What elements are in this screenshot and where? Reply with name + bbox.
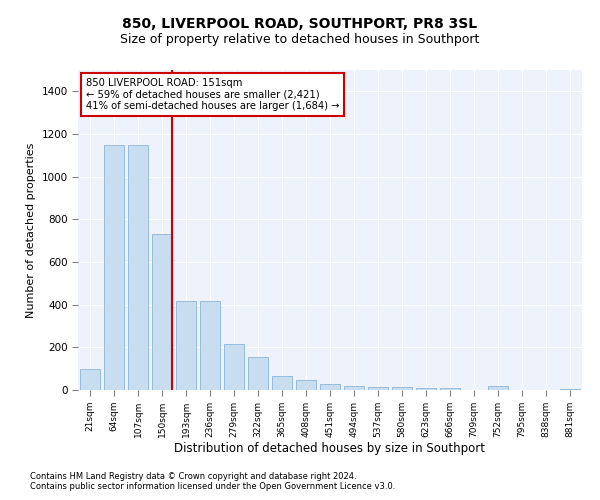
Bar [320, 384, 340, 390]
Bar [152, 234, 172, 390]
X-axis label: Distribution of detached houses by size in Southport: Distribution of detached houses by size … [175, 442, 485, 456]
Bar [104, 144, 124, 390]
Bar [560, 389, 580, 390]
Bar [248, 357, 268, 390]
Y-axis label: Number of detached properties: Number of detached properties [26, 142, 36, 318]
Text: Contains public sector information licensed under the Open Government Licence v3: Contains public sector information licen… [30, 482, 395, 491]
Bar [416, 388, 436, 390]
Bar [488, 386, 508, 390]
Text: Size of property relative to detached houses in Southport: Size of property relative to detached ho… [121, 32, 479, 46]
Text: 850 LIVERPOOL ROAD: 151sqm
← 59% of detached houses are smaller (2,421)
41% of s: 850 LIVERPOOL ROAD: 151sqm ← 59% of deta… [86, 78, 339, 111]
Bar [272, 376, 292, 390]
Bar [440, 388, 460, 390]
Bar [200, 302, 220, 390]
Bar [128, 144, 148, 390]
Bar [344, 386, 364, 390]
Text: Contains HM Land Registry data © Crown copyright and database right 2024.: Contains HM Land Registry data © Crown c… [30, 472, 356, 481]
Bar [176, 302, 196, 390]
Bar [80, 368, 100, 390]
Bar [224, 344, 244, 390]
Bar [392, 388, 412, 390]
Bar [296, 380, 316, 390]
Text: 850, LIVERPOOL ROAD, SOUTHPORT, PR8 3SL: 850, LIVERPOOL ROAD, SOUTHPORT, PR8 3SL [122, 18, 478, 32]
Bar [368, 388, 388, 390]
